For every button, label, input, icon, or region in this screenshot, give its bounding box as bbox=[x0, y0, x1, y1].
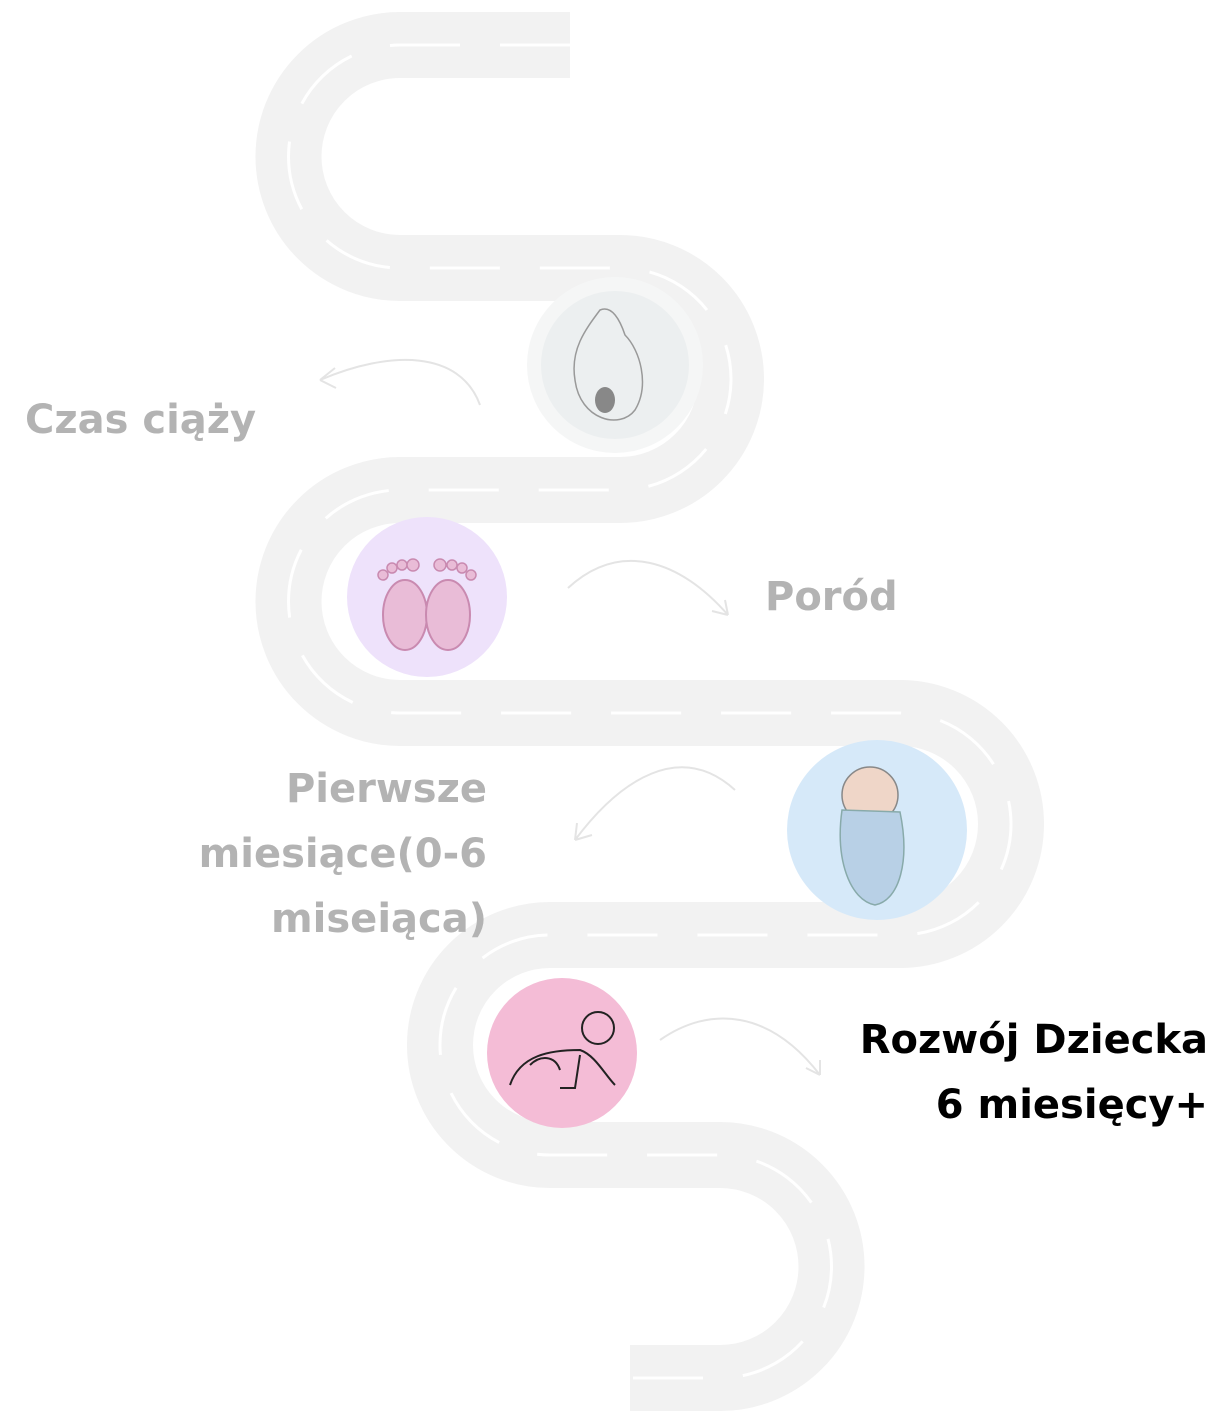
label-line: Pierwsze bbox=[199, 757, 487, 822]
stage-newborn-icon bbox=[787, 740, 967, 920]
stage-label: Pierwsze miesiące(0-6 miseiąca) bbox=[199, 757, 487, 952]
roadmap: Czas ciąży Poród Pierwsze miesiące(0-6 m… bbox=[0, 0, 1219, 1412]
stage-label: Czas ciąży bbox=[25, 388, 256, 453]
label-line: miesiące(0-6 bbox=[199, 822, 487, 887]
stage-feet-icon bbox=[347, 517, 507, 677]
stage-crawling-icon bbox=[487, 978, 637, 1128]
stage-label: Poród bbox=[765, 565, 898, 630]
stage-pregnancy-icon bbox=[527, 277, 703, 453]
label-line: Poród bbox=[765, 565, 898, 630]
road-drawing bbox=[0, 0, 1219, 1412]
label-line: 6 miesięcy+ bbox=[860, 1073, 1208, 1138]
stage-label-active: Rozwój Dziecka 6 miesięcy+ bbox=[860, 1008, 1208, 1138]
label-line: miseiąca) bbox=[199, 887, 487, 952]
label-line: Czas ciąży bbox=[25, 388, 256, 453]
label-line: Rozwój Dziecka bbox=[860, 1008, 1208, 1073]
